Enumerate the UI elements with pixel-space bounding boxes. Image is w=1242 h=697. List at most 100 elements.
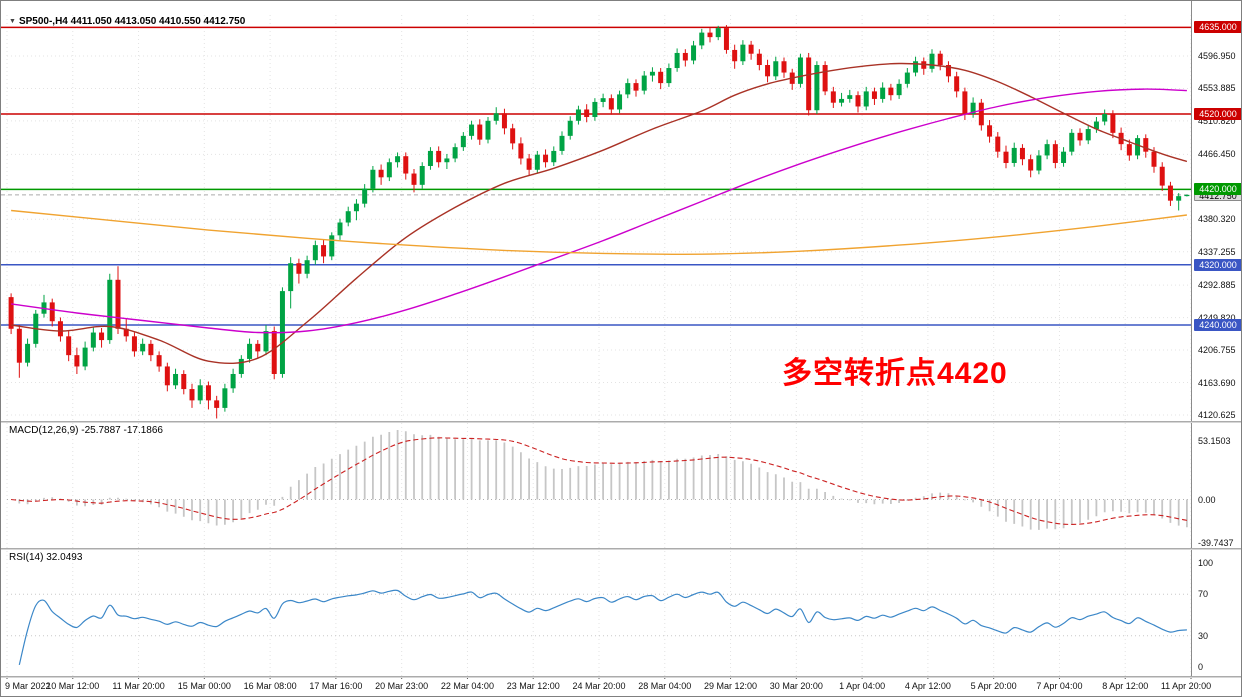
time-tick-label: 9 Mar 2022 xyxy=(5,681,51,691)
candle xyxy=(847,95,853,99)
candle xyxy=(156,355,162,367)
macd-value-main: -25.7887 xyxy=(81,425,121,436)
candle xyxy=(658,71,664,84)
time-tick-label: 24 Mar 20:00 xyxy=(572,681,626,691)
price-tick-label: 4163.690 xyxy=(1198,377,1236,388)
annotation-text[interactable]: 多空转折点4420 xyxy=(782,357,1008,390)
candle xyxy=(904,72,910,84)
candle xyxy=(99,332,105,341)
candle xyxy=(115,279,121,329)
candle xyxy=(288,263,294,292)
candle xyxy=(16,328,22,363)
grid-lines xyxy=(6,15,1192,676)
candle xyxy=(962,91,968,114)
time-tick-label: 1 Apr 04:00 xyxy=(839,681,886,691)
candle xyxy=(954,76,960,92)
candle xyxy=(271,331,277,374)
price-badge: 4240.000 xyxy=(1194,319,1241,331)
symbol-ohlc-label: ▼ SP500-,H4 4411.050 4413.050 4410.550 44… xyxy=(9,16,245,27)
rsi-tick-label: 100 xyxy=(1198,558,1214,568)
candle xyxy=(600,98,606,102)
time-tick-label: 30 Mar 20:00 xyxy=(769,681,823,691)
candle xyxy=(723,28,729,50)
candle xyxy=(691,45,697,61)
candle xyxy=(436,150,442,163)
candle xyxy=(181,373,187,390)
candle xyxy=(699,32,705,46)
panel-divider-rsi[interactable] xyxy=(1,548,1241,550)
candle xyxy=(1085,129,1091,141)
candle xyxy=(543,154,549,163)
candle xyxy=(707,32,713,38)
price-tick-label: 4380.320 xyxy=(1198,214,1236,225)
candle xyxy=(1184,194,1190,197)
ma-medium-magenta xyxy=(11,88,1187,334)
price-tick-label: 4466.450 xyxy=(1198,149,1236,160)
candle xyxy=(123,328,129,337)
candle xyxy=(197,385,203,401)
candle xyxy=(608,98,614,110)
time-axis-border xyxy=(1,676,1241,678)
candle xyxy=(1019,147,1025,160)
candle xyxy=(633,83,639,91)
candle xyxy=(797,57,803,84)
candle xyxy=(518,143,524,159)
candle xyxy=(880,87,886,99)
candle xyxy=(452,147,458,159)
symbol-title-text: SP500-,H4 4411.050 4413.050 4410.550 441… xyxy=(18,16,246,27)
candle xyxy=(945,65,951,77)
time-tick-label: 8 Apr 12:00 xyxy=(1102,681,1149,691)
candle xyxy=(403,156,409,174)
candle xyxy=(427,150,433,166)
rsi-tick-label: 30 xyxy=(1198,630,1209,641)
price-axis[interactable]: 4596.950 4553.885 4510.820 4466.450 4380.320… xyxy=(1191,1,1241,676)
chevron-down-icon[interactable]: ▼ xyxy=(9,18,16,25)
candle xyxy=(732,49,738,62)
candle xyxy=(501,113,507,129)
rsi-tick-label: 0 xyxy=(1198,662,1204,672)
rsi-name: RSI(14) xyxy=(9,552,44,563)
rsi-plot xyxy=(7,589,1191,666)
rsi-tick-label: 70 xyxy=(1198,589,1209,600)
candle xyxy=(1044,144,1050,156)
candle xyxy=(773,61,779,77)
candle xyxy=(386,162,392,178)
candle xyxy=(756,53,762,66)
candle xyxy=(469,124,475,136)
candle xyxy=(575,109,581,121)
candle xyxy=(1052,144,1058,163)
candle xyxy=(304,260,310,274)
candle xyxy=(107,279,113,341)
macd-plot xyxy=(7,430,1191,530)
candle xyxy=(131,336,137,352)
candle xyxy=(140,343,146,352)
candle xyxy=(337,222,343,236)
candle xyxy=(567,120,573,136)
price-tick-label: 4510.820 xyxy=(1198,115,1236,126)
candle xyxy=(1143,138,1149,152)
candle xyxy=(485,120,491,140)
time-axis[interactable]: 9 Mar 2022 10 Mar 12:00 11 Mar 20:00 15 Mar… xyxy=(1,679,1241,696)
candle xyxy=(1003,151,1009,163)
candle xyxy=(559,135,565,151)
candle xyxy=(238,358,244,374)
candle xyxy=(896,83,902,96)
candle xyxy=(230,373,236,389)
candle xyxy=(822,65,828,92)
price-tick-label: 4596.950 xyxy=(1198,51,1236,61)
time-tick-label: 11 Mar 20:00 xyxy=(112,681,165,691)
candle xyxy=(666,68,672,84)
candle xyxy=(781,61,787,73)
horizontal-level-lines[interactable] xyxy=(1,26,1191,326)
candle xyxy=(321,245,327,257)
candle xyxy=(978,102,984,126)
candle xyxy=(329,235,335,257)
candle xyxy=(806,57,812,111)
time-tick-label: 20 Mar 23:00 xyxy=(375,681,429,691)
candle xyxy=(1151,151,1157,167)
candle xyxy=(855,95,861,107)
ma-fast-darkred xyxy=(11,62,1188,364)
candle xyxy=(526,158,532,170)
panel-divider-macd[interactable] xyxy=(1,421,1241,423)
